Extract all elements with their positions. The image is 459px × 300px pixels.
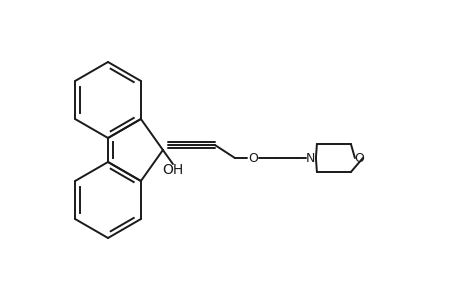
Text: N: N [306, 152, 315, 164]
Text: O: O [353, 152, 363, 164]
Text: OH: OH [162, 163, 183, 177]
Text: O: O [247, 152, 257, 164]
